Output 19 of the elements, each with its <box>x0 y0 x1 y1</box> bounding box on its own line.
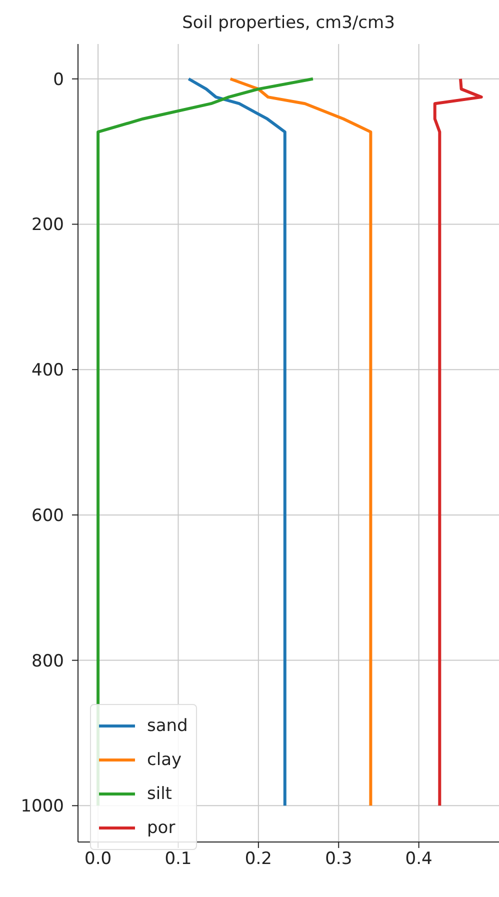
line-series <box>228 77 372 808</box>
x-tick-label: 0.1 <box>164 849 192 870</box>
legend-label: silt <box>147 784 172 804</box>
legend-label: por <box>147 818 176 838</box>
y-tick-label: 1000 <box>20 796 64 817</box>
y-tick-label: 200 <box>32 215 64 236</box>
legend-label: sand <box>147 716 188 736</box>
x-tick-label: 0.4 <box>405 849 432 870</box>
x-tick-label: 0.3 <box>325 849 352 870</box>
y-tick-label: 400 <box>32 360 64 381</box>
x-tick-label: 0.2 <box>244 849 272 870</box>
legend-label: clay <box>147 750 182 770</box>
y-tick-label: 0 <box>53 70 64 90</box>
line-series <box>187 77 286 808</box>
chart-title: Soil properties, cm3/cm3 <box>181 12 396 35</box>
x-tick-label: 0.0 <box>84 849 112 870</box>
y-tick-label: 600 <box>32 506 64 526</box>
y-tick-label: 800 <box>32 651 64 672</box>
line-series <box>433 77 483 808</box>
